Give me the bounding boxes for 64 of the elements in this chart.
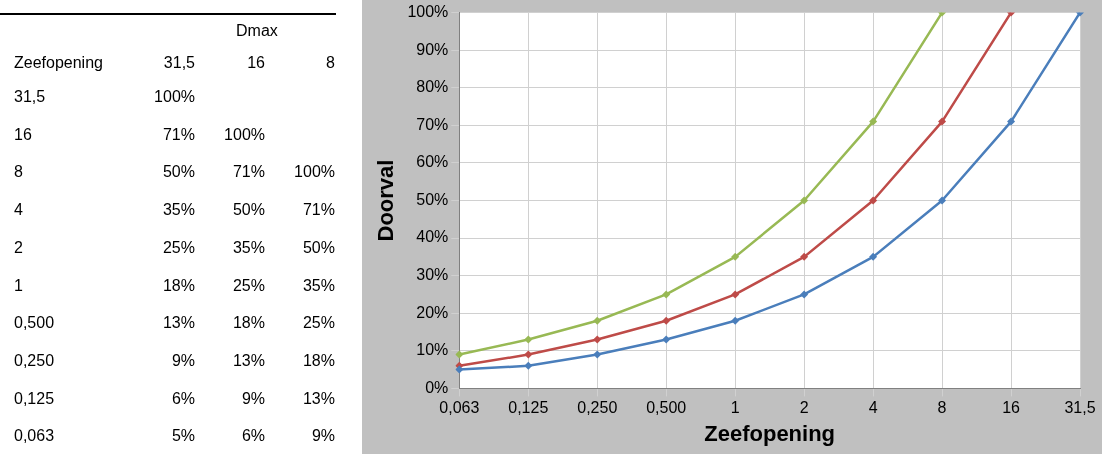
text: 6% [241, 427, 265, 446]
category-label: 31,5 [14, 88, 46, 105]
category-label: 8 [14, 163, 23, 181]
category-label: 0,063 [14, 427, 55, 445]
category-label: 16 [14, 125, 32, 143]
x-tick-label: 31,5 [1064, 399, 1096, 417]
text: 5% [171, 427, 195, 446]
text: 50% [162, 163, 195, 182]
y-tick-label: 40% [416, 228, 449, 246]
category-label: 1 [14, 276, 23, 294]
x-tick-label: 0,125 [508, 399, 549, 417]
text: 18% [232, 314, 265, 333]
x-tick-label: 2 [799, 399, 809, 417]
category-label: 0,500 [14, 314, 55, 332]
x-tick-label: 16 [1002, 399, 1021, 417]
text: 71% [232, 163, 265, 182]
text: 18% [302, 351, 335, 370]
text: 13% [232, 351, 265, 370]
text: 9% [241, 389, 265, 408]
x-tick-label: 0,250 [577, 399, 618, 417]
text: 50% [232, 201, 265, 220]
text: 35% [232, 238, 265, 257]
text: 8 [326, 54, 335, 72]
x-tick-label: 0,063 [439, 399, 480, 417]
y-tick-label: 10% [416, 341, 449, 359]
category-label: 4 [14, 201, 23, 219]
text: 25% [162, 238, 195, 257]
y-tick-label: 20% [416, 303, 449, 321]
y-tick-label: 50% [416, 190, 449, 208]
y-tick-label: 100% [407, 3, 449, 21]
y-tick-label: 90% [416, 40, 449, 58]
text: 35% [302, 276, 335, 295]
text: 9% [171, 351, 195, 370]
text: 6% [171, 389, 195, 408]
y-tick-label: 80% [416, 78, 449, 96]
text: 100% [224, 125, 265, 144]
text: 16 [247, 54, 265, 72]
text: Dmax [236, 22, 278, 40]
text: 35% [162, 201, 195, 220]
y-tick-label: 30% [416, 266, 449, 284]
text: 18% [162, 276, 195, 295]
x-tick-label: 8 [937, 399, 947, 417]
x-tick-label: 0,500 [646, 399, 687, 417]
category-label: 2 [14, 238, 23, 256]
text: Zeefopening [14, 54, 103, 71]
x-axis-title: Zeefopening [704, 420, 836, 446]
category-label: 0,250 [14, 351, 55, 369]
y-tick-label: 70% [416, 115, 449, 133]
y-tick-label: 60% [416, 153, 449, 171]
y-axis-title: Doorval [373, 159, 399, 242]
text: 100% [294, 163, 335, 182]
text: 71% [302, 201, 335, 220]
text: 9% [311, 427, 335, 446]
x-tick-label: 1 [730, 399, 740, 417]
y-tick-label: 0% [425, 378, 449, 396]
text: 13% [302, 389, 335, 408]
text: 25% [232, 276, 265, 295]
text: 71% [162, 125, 195, 144]
text: 25% [302, 314, 335, 333]
text: 31,5 [163, 54, 195, 72]
text: 50% [302, 238, 335, 257]
text: 100% [154, 88, 195, 106]
x-tick-label: 4 [868, 399, 878, 417]
text: 13% [162, 314, 195, 333]
